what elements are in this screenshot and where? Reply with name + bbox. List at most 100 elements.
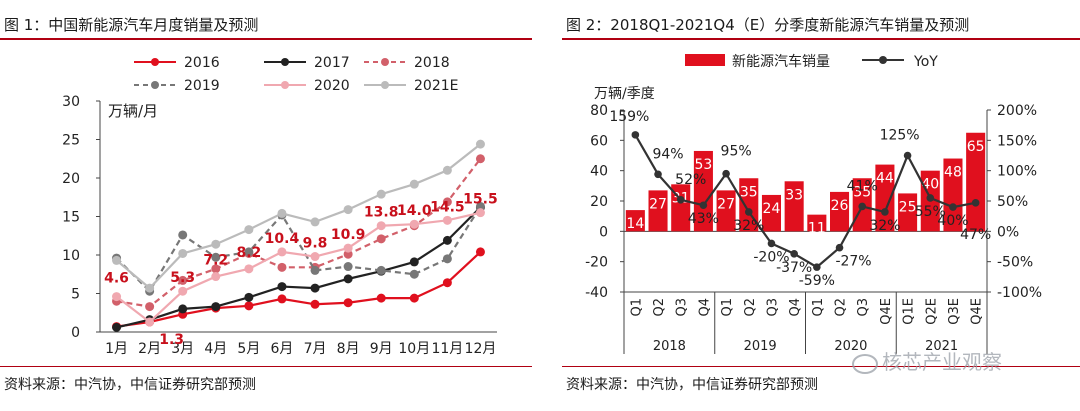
data-point xyxy=(211,264,221,274)
data-point xyxy=(442,197,452,207)
y-axis-title: 万辆/月 xyxy=(108,102,158,120)
legend-label: 2017 xyxy=(314,55,350,71)
yoy-point xyxy=(858,202,867,211)
data-label: 13.8 xyxy=(364,205,399,221)
legend-marker xyxy=(381,58,389,66)
legend-item: 2017 xyxy=(264,55,350,71)
data-label: 4.6 xyxy=(104,271,129,287)
bar-value-label: 35 xyxy=(740,184,758,200)
data-point xyxy=(211,272,221,282)
y2-tick-label: -100% xyxy=(997,285,1042,301)
data-point xyxy=(442,278,452,288)
series-line xyxy=(115,211,481,324)
y-tick-label: 5 xyxy=(71,287,80,303)
yoy-label: -27% xyxy=(835,254,871,270)
x-tick-label: 2月 xyxy=(138,341,161,357)
figure-title: 图 2：2018Q1-2021Q4（E）分季度新能源汽车销量及预测 xyxy=(566,16,970,34)
bar-value-label: 65 xyxy=(967,139,985,155)
title-divider xyxy=(0,38,532,40)
legend-item: 2016 xyxy=(134,55,220,71)
data-point xyxy=(310,299,320,309)
data-point xyxy=(145,283,155,293)
bar xyxy=(943,158,963,232)
data-point xyxy=(178,286,188,296)
y2-tick-label: 150% xyxy=(997,133,1037,149)
yoy-point xyxy=(676,195,685,204)
x-tick-label: Q1 xyxy=(811,298,826,317)
yoy-label: -37% xyxy=(776,260,812,276)
data-point xyxy=(310,265,320,275)
data-point xyxy=(178,304,188,314)
source-divider xyxy=(0,366,532,367)
series-line xyxy=(116,158,482,308)
x-tick-label: 8月 xyxy=(337,341,360,357)
quarterly-sales-figure: 图 2：2018Q1-2021Q4（E）分季度新能源汽车销量及预测 -40 -20… xyxy=(562,0,1080,411)
yoy-label: 32% xyxy=(733,218,764,234)
y-tick-label: 25 xyxy=(62,133,80,149)
data-label: 14.5 xyxy=(430,199,465,215)
data-point xyxy=(277,247,287,257)
y2-tick-label: 200% xyxy=(997,103,1037,119)
x-tick-label: Q1 xyxy=(720,298,735,317)
y-tick-label: 0 xyxy=(71,325,80,341)
data-label: 7.2 xyxy=(203,253,228,269)
yoy-label: 94% xyxy=(652,146,683,162)
year-label: 2019 xyxy=(744,339,777,354)
wechat-icon xyxy=(852,353,878,374)
yoy-point xyxy=(926,194,935,202)
data-point xyxy=(310,252,320,262)
y2-tick-label: 100% xyxy=(997,164,1037,180)
legend-marker xyxy=(879,56,887,64)
data-point xyxy=(244,292,254,302)
data-point xyxy=(343,262,353,272)
yoy-label: 125% xyxy=(880,128,920,144)
data-point xyxy=(277,294,287,304)
bar-value-label: 35 xyxy=(853,184,871,200)
x-tick-label: 1月 xyxy=(105,341,128,357)
bar xyxy=(716,190,736,232)
monthly-sales-line-chart: 0 5 10 15 20 25 30 1月 2月 3月 4月 5月 6月 7月 8月 9月 10月 11月 12月 万… xyxy=(62,55,498,357)
x-tick-label: 11月 xyxy=(431,341,463,357)
data-point xyxy=(277,282,287,292)
data-label: 5.3 xyxy=(170,270,195,286)
data-point xyxy=(343,243,353,253)
data-point xyxy=(112,255,122,265)
y-axis-title: 万辆/季度 xyxy=(594,86,655,102)
data-point xyxy=(244,247,254,257)
yoy-label: 159% xyxy=(609,109,649,125)
monthly-sales-figure: 图 1：中国新能源汽车月度销量及预测 0 5 10 15 20 25 30 1月 2月 3月 4月 5… xyxy=(0,0,532,411)
data-point xyxy=(343,249,353,259)
data-label: 10.4 xyxy=(265,231,300,247)
data-point xyxy=(244,301,254,311)
bar xyxy=(648,190,668,232)
data-point xyxy=(244,225,254,235)
data-point xyxy=(178,230,188,240)
yoy-label: 55% xyxy=(915,204,946,220)
x-tick-label: Q3 xyxy=(765,298,780,317)
bar-value-label: 27 xyxy=(717,196,735,212)
data-point xyxy=(409,219,419,229)
yoy-label: 47% xyxy=(960,227,991,243)
yoy-label: 40% xyxy=(937,213,968,229)
yoy-point xyxy=(881,208,889,216)
series-line xyxy=(116,251,482,328)
data-label: 14.0 xyxy=(397,203,432,219)
y-tick-label: 15 xyxy=(62,210,80,226)
data-point xyxy=(343,205,353,215)
x-tick-label: Q3 xyxy=(856,298,871,317)
data-point xyxy=(343,274,353,284)
bar-value-label: 14 xyxy=(626,216,644,232)
watermark-text: 核芯产业观察 xyxy=(882,350,1002,374)
x-tick-label: 6月 xyxy=(270,341,293,357)
bar-value-label: 48 xyxy=(944,165,962,181)
legend-label: 2019 xyxy=(184,78,220,94)
x-tick-label: Q3 xyxy=(675,298,690,317)
data-label: 15.5 xyxy=(463,192,498,208)
series-line xyxy=(116,206,482,329)
yoy-point xyxy=(813,263,821,271)
legend-item: 2020 xyxy=(264,78,350,94)
bar-value-label: 24 xyxy=(763,201,781,217)
data-point xyxy=(178,275,188,285)
x-tick-label: Q4E xyxy=(879,298,894,325)
yoy-label: 43% xyxy=(688,211,719,227)
